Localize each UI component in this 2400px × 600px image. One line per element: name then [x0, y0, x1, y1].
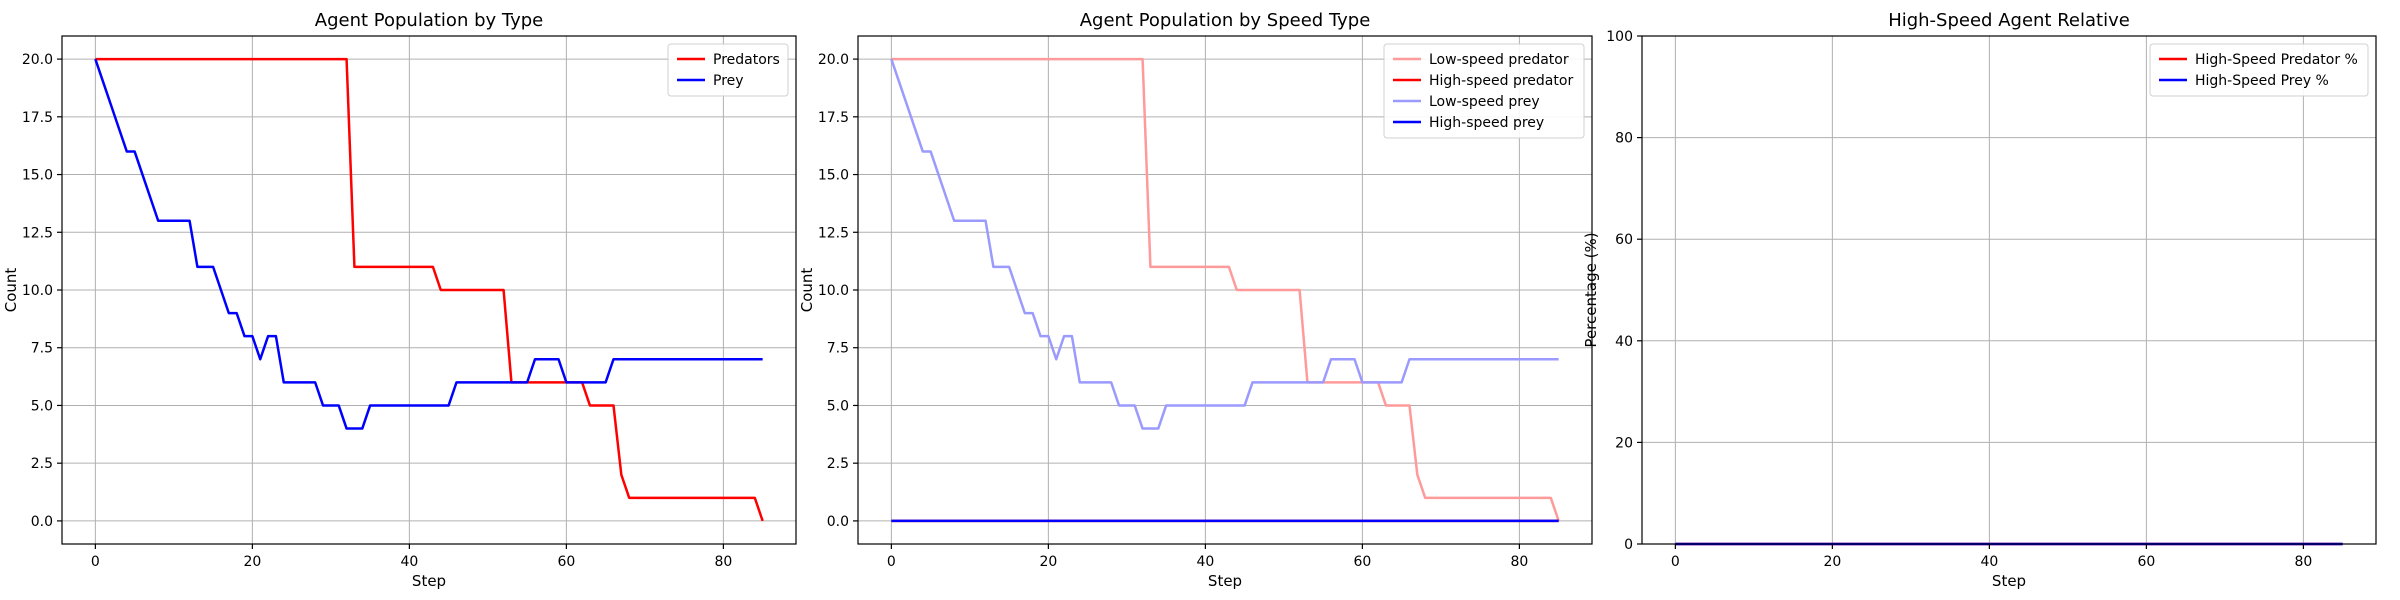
- legend-entry: High-speed prey: [1429, 115, 1544, 131]
- y-tick-label: 20.0: [818, 52, 849, 68]
- x-axis-label: Step: [1208, 572, 1242, 590]
- x-tick-label: 60: [2137, 554, 2155, 570]
- y-tick-label: 15.0: [818, 168, 849, 184]
- legend-entry: Low-speed predator: [1429, 52, 1569, 68]
- y-tick-label: 0: [1624, 537, 1633, 553]
- chart-panel-3: 0 20 40 60 80 0 20 40 60 80 100 High-Speed Agent Re…: [1582, 10, 2377, 590]
- x-tick-label: 0: [887, 554, 896, 570]
- y-tick-label: 80: [1615, 131, 1633, 147]
- x-tick-label: 40: [1196, 554, 1214, 570]
- y-tick-label: 0.0: [31, 514, 53, 530]
- y-axis-label: Count: [2, 268, 20, 313]
- y-tick-label: 17.5: [22, 110, 53, 126]
- legend-entry: High-speed predator: [1429, 73, 1573, 89]
- y-tick-label: 15.0: [22, 168, 53, 184]
- legend: High-Speed Predator % High-Speed Prey %: [2149, 43, 2369, 97]
- y-tick-label: 17.5: [818, 110, 849, 126]
- chart-title: Agent Population by Type: [315, 10, 543, 31]
- x-axis-label: Step: [1992, 572, 2026, 590]
- legend-box: [667, 43, 789, 97]
- x-tick-label: 80: [714, 554, 732, 570]
- x-tick-label: 20: [243, 554, 261, 570]
- series-line-3: [890, 58, 1559, 430]
- y-tick-label: 10.0: [22, 283, 53, 299]
- legend: Low-speed predator High-speed predator Low…: [1383, 43, 1585, 139]
- y-tick-label: 0.0: [827, 514, 849, 530]
- x-tick-label: 60: [1353, 554, 1371, 570]
- y-tick-label: 60: [1615, 232, 1633, 248]
- legend-box: [2149, 43, 2369, 97]
- legend-entry: Low-speed prey: [1429, 94, 1540, 110]
- x-tick-label: 60: [557, 554, 575, 570]
- x-tick-label: 0: [1671, 554, 1680, 570]
- legend-entry: High-Speed Predator %: [2195, 52, 2358, 68]
- x-tick-label: 20: [1823, 554, 1841, 570]
- y-tick-label: 100: [1606, 29, 1633, 45]
- x-tick-label: 40: [1980, 554, 1998, 570]
- y-tick-label: 7.5: [827, 341, 849, 357]
- legend-entry: High-Speed Prey %: [2195, 73, 2329, 89]
- y-tick-label: 5.0: [827, 398, 849, 414]
- y-axis-label: Percentage (%): [1582, 232, 1600, 347]
- chart-title: High-Speed Agent Relative: [1888, 10, 2130, 31]
- x-tick-label: 20: [1039, 554, 1057, 570]
- y-tick-label: 2.5: [827, 456, 849, 472]
- y-tick-label: 10.0: [818, 283, 849, 299]
- series-line-2: [94, 58, 763, 430]
- chart-panel-2: 0 20 40 60 80 0.0 2.5 5.0 7.5 10.0 12.5 15.0 17.5 20.…: [798, 10, 1593, 590]
- x-tick-label: 80: [1510, 554, 1528, 570]
- y-tick-label: 12.5: [818, 225, 849, 241]
- chart-panel-1: 0 20 40 60 80 0.0 2.5 5.0 7.5 10.0 12.5 15.0 17.5 20.…: [2, 10, 797, 590]
- legend-entry: Predators: [713, 52, 780, 68]
- chart-title: Agent Population by Speed Type: [1080, 10, 1371, 31]
- axes-frame: [1641, 35, 2377, 545]
- x-axis-label: Step: [412, 572, 446, 590]
- y-tick-label: 5.0: [31, 398, 53, 414]
- legend-box: [1383, 43, 1585, 139]
- legend: Predators Prey: [667, 43, 789, 97]
- y-tick-label: 20: [1615, 435, 1633, 451]
- y-tick-label: 2.5: [31, 456, 53, 472]
- x-tick-label: 40: [400, 554, 418, 570]
- x-tick-label: 0: [91, 554, 100, 570]
- y-axis-label: Count: [798, 268, 816, 313]
- y-tick-label: 7.5: [31, 341, 53, 357]
- y-tick-label: 40: [1615, 334, 1633, 350]
- y-tick-label: 20.0: [22, 52, 53, 68]
- legend-entry: Prey: [713, 73, 744, 89]
- x-tick-label: 80: [2294, 554, 2312, 570]
- y-tick-label: 12.5: [22, 225, 53, 241]
